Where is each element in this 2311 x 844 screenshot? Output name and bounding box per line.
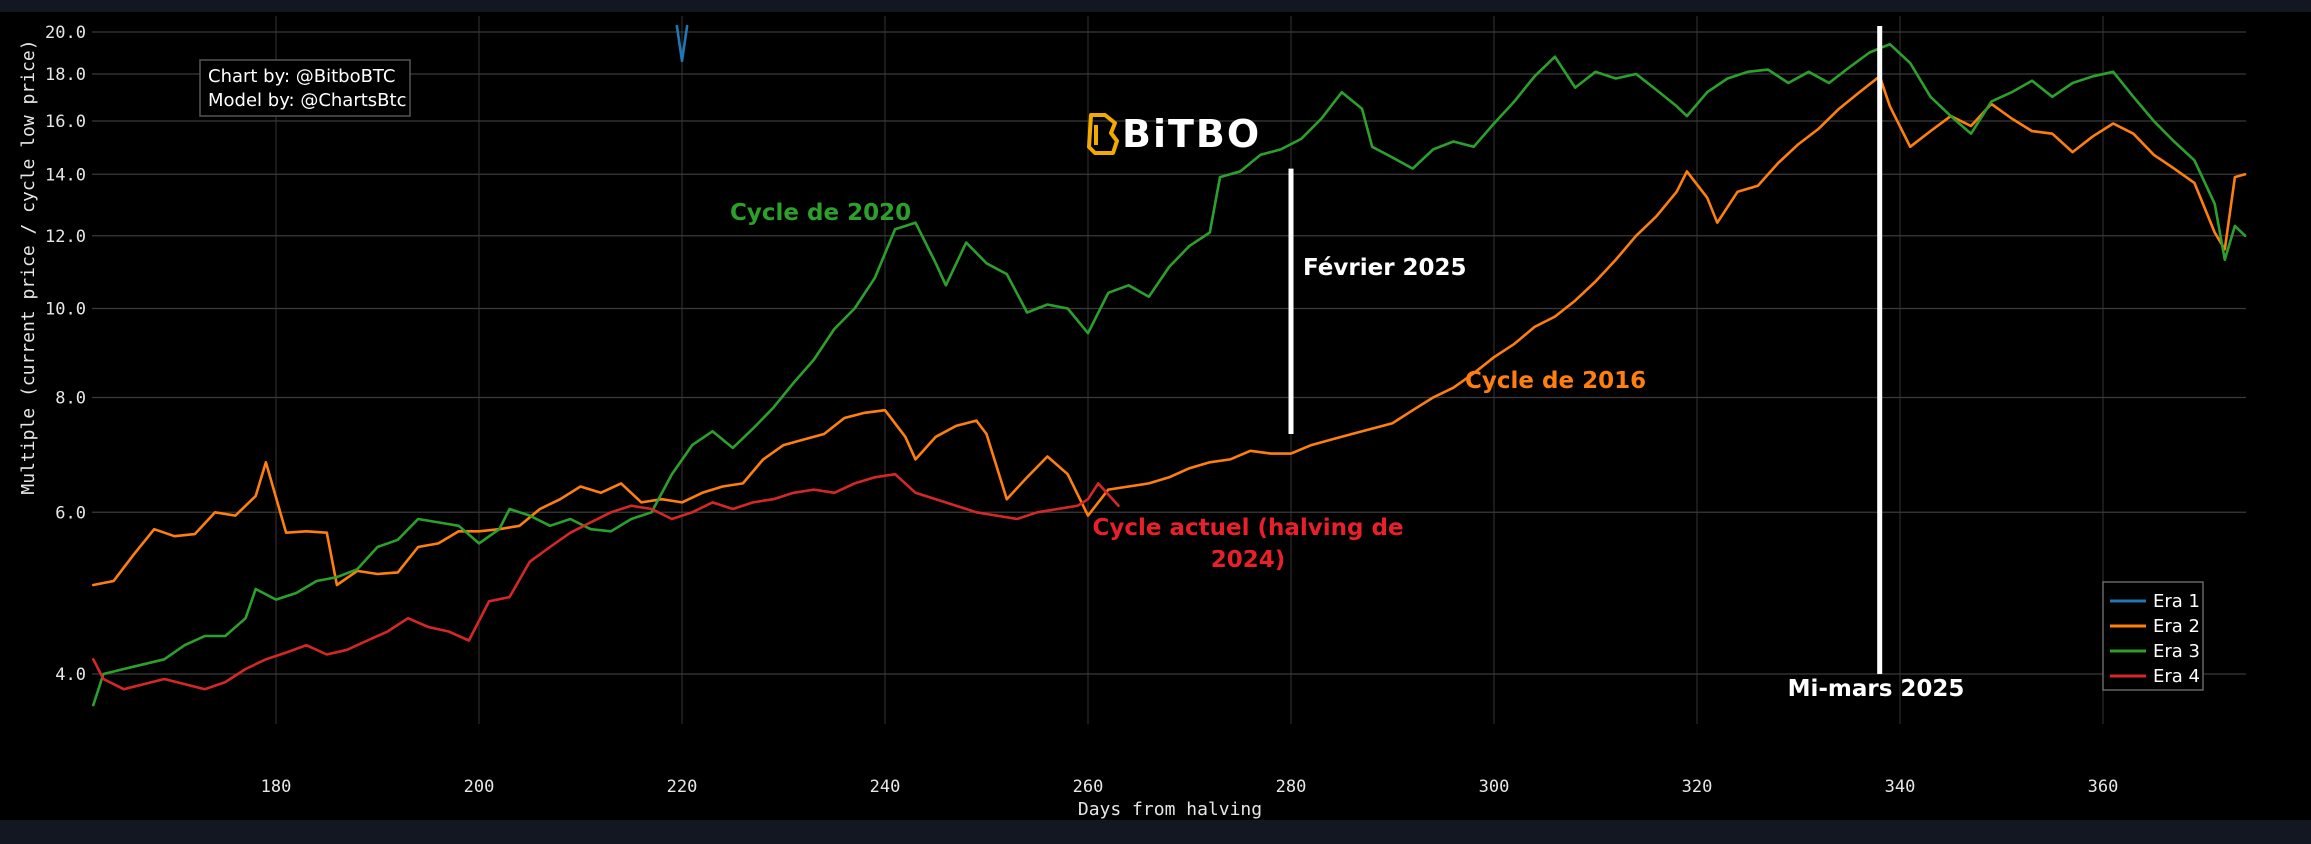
series-line-era-1: [675, 24, 689, 63]
annotation-cycle-actuel: Cycle actuel (halving de: [1092, 515, 1403, 541]
y-tick-label: 14.0: [45, 165, 86, 185]
y-tick-label: 10.0: [45, 299, 86, 319]
x-tick-label: 180: [261, 777, 292, 797]
y-axis-ticks: 4.0 6.0 8.0 10.0 12.0 14.0 16.0 18.0 20.0: [45, 23, 86, 685]
annotation-cycle-2016: Cycle de 2016: [1465, 368, 1646, 394]
y-axis-title: Multiple (current price / cycle low pric…: [18, 39, 39, 494]
legend: Era 1 Era 2 Era 3 Era 4: [2102, 581, 2204, 691]
bitbo-logo-icon: [1087, 113, 1119, 155]
series-lines: [92, 24, 2247, 707]
y-tick-label: 16.0: [45, 112, 86, 132]
x-tick-label: 240: [870, 777, 901, 797]
credit-model-by: Model by: @ChartsBtc: [208, 90, 406, 111]
credits-box: [199, 59, 411, 117]
x-tick-label: 220: [667, 777, 698, 797]
legend-label-era-4: Era 4: [2153, 666, 2200, 687]
y-tick-label: 12.0: [45, 227, 86, 247]
x-tick-label: 360: [2088, 777, 2119, 797]
y-tick-label: 20.0: [45, 23, 86, 43]
credit-chart-by: Chart by: @BitboBTC: [208, 66, 395, 87]
y-tick-label: 18.0: [45, 65, 86, 85]
grid: [92, 16, 2246, 724]
series-line-era-2: [92, 75, 2247, 587]
legend-label-era-1: Era 1: [2153, 591, 2200, 612]
annotation-cycle-2020: Cycle de 2020: [730, 200, 911, 226]
x-tick-label: 320: [1682, 777, 1713, 797]
chart: 180 200 220 240 260 280 300 320 340 360 4.0 6.0 8.0…: [18, 16, 2247, 820]
annotation-cycle-actuel-2024: 2024): [1211, 547, 1286, 573]
y-tick-label: 6.0: [55, 503, 86, 523]
annotation-markers: [1288, 26, 1883, 674]
x-axis-ticks: 180 200 220 240 260 280 300 320 340 360: [261, 777, 2119, 797]
x-tick-label: 280: [1276, 777, 1307, 797]
annotation-fevrier-2025: Février 2025: [1303, 255, 1467, 281]
chart-frame: 180 200 220 240 260 280 300 320 340 360 4.0 6.0 8.0…: [0, 12, 2311, 820]
brand-logo-text: BiTBO: [1122, 112, 1261, 156]
legend-label-era-2: Era 2: [2153, 616, 2200, 637]
y-tick-label: 4.0: [55, 665, 86, 685]
x-axis-title: Days from halving: [1078, 799, 1262, 820]
y-tick-label: 8.0: [55, 389, 86, 409]
series-line-era-4: [92, 472, 1120, 691]
annotation-mi-mars-2025: Mi-mars 2025: [1788, 676, 1965, 702]
x-tick-label: 340: [1885, 777, 1916, 797]
x-tick-label: 260: [1073, 777, 1104, 797]
x-tick-label: 200: [464, 777, 495, 797]
x-tick-label: 300: [1479, 777, 1510, 797]
legend-label-era-3: Era 3: [2153, 641, 2200, 662]
series-line-era-3: [92, 42, 2247, 707]
